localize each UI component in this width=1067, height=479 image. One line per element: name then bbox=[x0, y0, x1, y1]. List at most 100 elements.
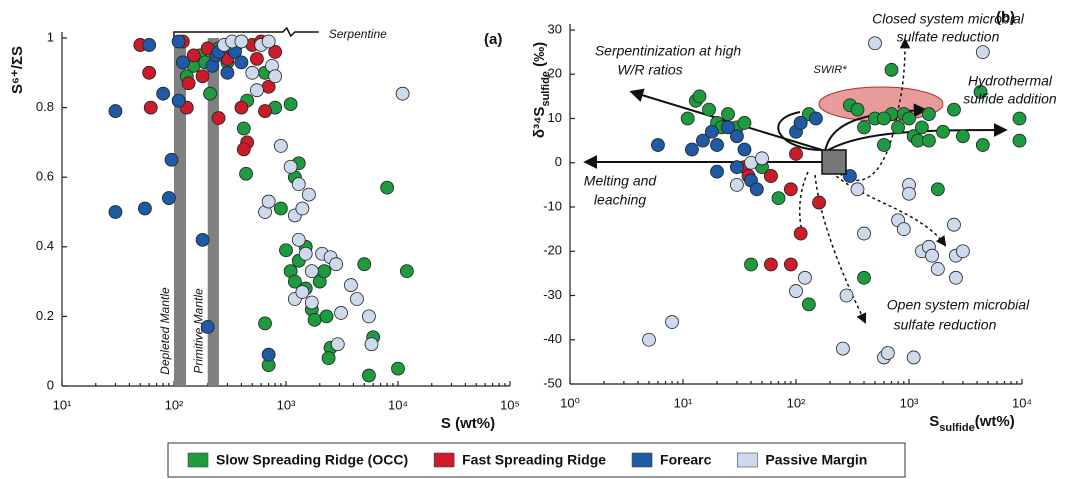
point bbox=[258, 316, 272, 331]
point bbox=[868, 36, 882, 51]
point bbox=[364, 337, 379, 352]
x-tick-label: 10³ bbox=[277, 397, 296, 412]
axis-label: Ssulfide(wt%) bbox=[929, 413, 1014, 434]
mantle-band bbox=[174, 38, 187, 386]
bracket-label: Serpentine bbox=[329, 27, 387, 41]
point bbox=[721, 107, 735, 121]
legend-label: Fast Spreading Ridge bbox=[462, 452, 606, 468]
point bbox=[921, 133, 936, 148]
point bbox=[665, 315, 679, 329]
dashed-arrow bbox=[831, 171, 947, 247]
point bbox=[857, 226, 871, 241]
point bbox=[1012, 133, 1027, 148]
point bbox=[287, 274, 302, 289]
annotation: leaching bbox=[594, 192, 646, 208]
label-part: δ³⁴S bbox=[531, 107, 548, 139]
x-tick-label: 10² bbox=[165, 397, 184, 412]
y-tick-label: 0.2 bbox=[36, 308, 54, 323]
point bbox=[291, 177, 306, 192]
point bbox=[273, 138, 288, 153]
annotation: Serpentinization at high bbox=[595, 43, 742, 59]
point bbox=[334, 306, 348, 320]
point bbox=[925, 248, 939, 263]
point bbox=[930, 262, 945, 276]
point bbox=[156, 86, 171, 101]
axis-label: S⁶⁺/ΣS bbox=[9, 46, 26, 94]
point bbox=[295, 201, 310, 216]
point bbox=[710, 138, 724, 152]
x-tick-label: 10⁰ bbox=[560, 395, 580, 410]
point bbox=[956, 129, 970, 144]
legend-swatch bbox=[187, 452, 209, 468]
label-part: sulfide bbox=[540, 71, 552, 106]
point bbox=[857, 270, 871, 285]
label-part: (wt%) bbox=[975, 413, 1015, 430]
point bbox=[948, 270, 963, 285]
point bbox=[362, 368, 376, 383]
point bbox=[304, 264, 319, 279]
point bbox=[250, 83, 264, 98]
mantle-band bbox=[207, 38, 219, 386]
point bbox=[744, 257, 758, 272]
point bbox=[203, 86, 217, 101]
plots: 0 0.2 0.4 0.6 0.8 1 10¹ 10² 10³ 10⁴ 10⁵ Depleted Ma… bbox=[9, 9, 1032, 434]
point bbox=[737, 116, 752, 130]
point bbox=[171, 34, 186, 49]
y-tick-label: 0.8 bbox=[36, 99, 54, 114]
legend-swatch bbox=[433, 452, 455, 468]
annotation: sulfide addition bbox=[963, 91, 1057, 107]
point bbox=[798, 270, 812, 285]
point bbox=[321, 351, 336, 366]
source-box bbox=[821, 149, 847, 175]
annotation: sulfate reduction bbox=[894, 317, 997, 333]
y-tick-label: 30 bbox=[548, 21, 562, 36]
point bbox=[877, 111, 891, 126]
point bbox=[142, 38, 157, 52]
annotation: W/R ratios bbox=[617, 62, 682, 78]
point bbox=[812, 195, 826, 210]
point bbox=[783, 182, 798, 197]
annotation: sulfate reduction bbox=[897, 29, 1000, 45]
y-tick-label: 0.4 bbox=[36, 238, 54, 253]
point bbox=[704, 124, 719, 139]
dashed-arrow bbox=[834, 37, 911, 182]
point bbox=[245, 65, 260, 80]
point bbox=[344, 278, 358, 292]
point bbox=[108, 104, 123, 118]
point bbox=[142, 65, 157, 80]
point bbox=[283, 159, 298, 174]
point bbox=[692, 89, 707, 104]
point bbox=[835, 341, 850, 356]
point bbox=[783, 257, 798, 272]
point bbox=[771, 191, 786, 206]
point bbox=[789, 146, 803, 161]
point bbox=[808, 111, 823, 126]
x-tick-label: 10² bbox=[787, 395, 806, 410]
point bbox=[329, 257, 343, 272]
point bbox=[258, 104, 272, 118]
y-tick-label: 10 bbox=[548, 110, 562, 125]
x-tick-label: 10³ bbox=[900, 395, 919, 410]
legend: Slow Spreading Ridge (OCC) Fast Spreading… bbox=[187, 452, 867, 468]
axis-label: S (wt%) bbox=[441, 415, 495, 432]
point bbox=[234, 55, 249, 70]
point bbox=[220, 65, 235, 80]
point bbox=[298, 246, 313, 261]
point bbox=[301, 187, 316, 202]
point bbox=[268, 69, 283, 84]
point bbox=[171, 93, 186, 108]
point bbox=[161, 191, 176, 205]
point bbox=[793, 116, 808, 130]
point bbox=[839, 288, 854, 303]
point bbox=[680, 111, 695, 126]
point bbox=[234, 100, 249, 115]
point bbox=[902, 111, 916, 126]
point bbox=[138, 201, 152, 216]
point bbox=[380, 180, 395, 195]
y-tick-label: -10 bbox=[543, 198, 562, 213]
y-tick-label: -50 bbox=[543, 375, 562, 390]
point bbox=[930, 182, 945, 197]
point bbox=[200, 319, 215, 334]
point bbox=[261, 34, 276, 49]
point bbox=[702, 102, 716, 117]
